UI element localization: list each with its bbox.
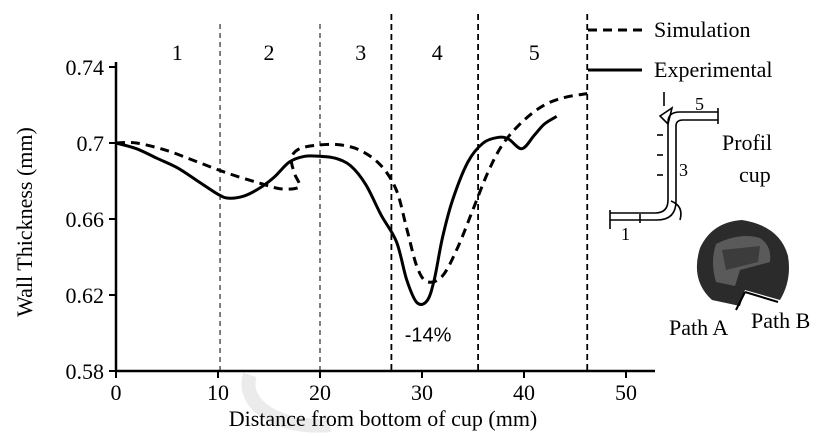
region-dividers <box>219 14 589 371</box>
legend: Simulation Experimental <box>588 17 773 82</box>
profile-label-line2: cup <box>739 162 771 187</box>
profile-outline <box>609 92 719 229</box>
path-a-label: Path A <box>669 315 728 340</box>
x-tick-label: 10 <box>207 380 229 405</box>
region-label: 2 <box>264 40 275 65</box>
path-b-label: Path B <box>751 308 810 333</box>
y-tick-label: 0.74 <box>66 55 105 80</box>
x-tick-label: 0 <box>111 380 122 405</box>
region-label: 3 <box>355 40 366 65</box>
x-tick-label: 30 <box>411 380 433 405</box>
x-tick-label: 40 <box>513 380 535 405</box>
y-ticks: 0.58 0.62 0.66 0.7 0.74 <box>66 55 116 384</box>
profile-number-5: 5 <box>695 94 704 114</box>
x-tick-label: 50 <box>615 380 637 405</box>
y-tick-label: 0.66 <box>66 207 105 232</box>
series-experimental-line <box>115 115 558 307</box>
series-simulation-line <box>115 92 588 284</box>
watermark <box>241 372 331 433</box>
profile-number-3: 3 <box>679 160 688 180</box>
region-labels: 1 2 3 4 5 <box>172 40 540 65</box>
y-axis-label: Wall Thickness (mm) <box>12 127 37 317</box>
x-ticks: 0 10 20 30 40 50 <box>111 371 637 405</box>
legend-experimental-label: Experimental <box>654 57 773 82</box>
region-label: 1 <box>172 40 183 65</box>
y-tick-label: 0.7 <box>77 131 105 156</box>
cup-photo <box>696 220 789 311</box>
region-label: 4 <box>432 40 443 65</box>
cup-profile-diagram: 5 3 1 Profil cup <box>609 92 772 244</box>
x-axis-label: Distance from bottom of cup (mm) <box>229 406 538 431</box>
axes <box>114 62 655 373</box>
region-label: 5 <box>529 40 540 65</box>
series-lines <box>115 92 588 307</box>
profile-number-1: 1 <box>621 224 630 244</box>
annotations: -14% <box>405 325 452 347</box>
x-tick-label: 20 <box>309 380 331 405</box>
legend-simulation-label: Simulation <box>654 17 751 42</box>
y-tick-label: 0.58 <box>66 359 105 384</box>
profile-label-line1: Profil <box>722 130 772 155</box>
annotation-label: -14% <box>405 325 452 347</box>
y-tick-label: 0.62 <box>66 283 105 308</box>
